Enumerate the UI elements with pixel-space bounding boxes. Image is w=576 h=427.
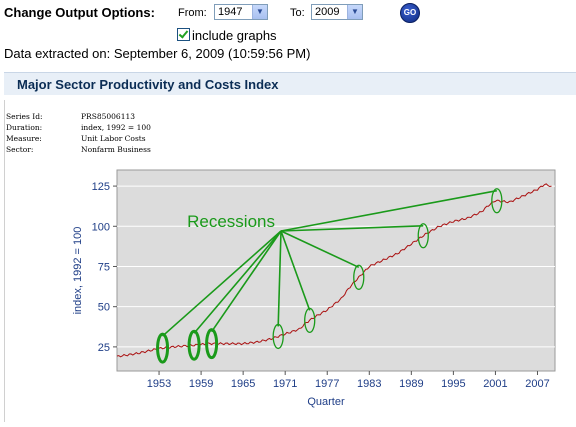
x-tick-label: 1989 <box>399 378 423 390</box>
x-tick-label: 1965 <box>231 378 255 390</box>
series-info-row: Series Id: PRS85006113 <box>6 111 151 122</box>
y-tick-label: 50 <box>98 302 110 314</box>
x-tick-label: 2007 <box>525 378 549 390</box>
recession-pointer-line <box>210 230 282 333</box>
x-tick-label: 1959 <box>189 378 213 390</box>
y-tick-label: 125 <box>92 181 110 193</box>
options-bar: Change Output Options: From: 1947 ▼ To: … <box>0 0 576 30</box>
recession-marker <box>272 323 284 350</box>
y-tick-label: 25 <box>98 342 110 354</box>
include-graphs-label[interactable]: include graphs <box>192 28 277 43</box>
chevron-down-icon[interactable]: ▼ <box>252 5 267 19</box>
recession-marker <box>187 329 201 361</box>
y-tick-label: 100 <box>92 221 110 233</box>
series-info-key: Series Id: <box>6 112 43 121</box>
to-year-value: 2009 <box>315 6 340 18</box>
recession-marker <box>205 328 219 360</box>
recession-pointer-line <box>162 230 282 337</box>
recession-pointer-line <box>280 189 497 232</box>
y-axis-label: index, 1992 = 100 <box>72 227 84 315</box>
series-info-value: index, 1992 = 100 <box>81 123 151 132</box>
series-info-key: Measure: <box>6 134 42 143</box>
y-tick-label: 75 <box>98 261 110 273</box>
x-tick-label: 1977 <box>315 378 339 390</box>
series-info-key: Sector: <box>6 145 34 154</box>
go-button[interactable]: GO <box>400 3 420 23</box>
chart-svg: 25 50 75 100 125 1953 1959 1965 1971 1977 1983 1989… <box>72 169 556 408</box>
recession-pointer-line <box>280 230 360 269</box>
to-label: To: <box>290 7 305 19</box>
recessions-label: Recessions <box>187 212 275 231</box>
series-info-row: Sector: Nonfarm Business <box>6 144 151 155</box>
series-info-key: Duration: <box>6 123 43 132</box>
section-title: Major Sector Productivity and Costs Inde… <box>17 77 279 92</box>
series-info-row: Measure: Unit Labor Costs <box>6 133 151 144</box>
recession-marker <box>156 332 170 364</box>
options-title: Change Output Options: <box>4 5 155 20</box>
plot-area <box>116 169 556 372</box>
from-label: From: <box>178 7 207 19</box>
recession-pointer-line <box>280 224 424 232</box>
series-info: Series Id: PRS85006113 Duration: index, 19… <box>6 111 151 155</box>
recession-pointer-line <box>193 230 282 334</box>
recession-pointer-line <box>277 230 282 327</box>
section-header: Major Sector Productivity and Costs Inde… <box>4 72 576 95</box>
series-info-value: Nonfarm Business <box>81 145 151 154</box>
include-graphs-row: include graphs <box>177 28 277 43</box>
recession-marker <box>491 188 503 214</box>
recession-marker <box>417 223 429 249</box>
chevron-down-icon[interactable]: ▼ <box>347 5 362 19</box>
chart-panel: 25 50 75 100 125 1953 1959 1965 1971 1977 1983 1989… <box>4 100 576 422</box>
recession-pointer-line <box>280 230 311 311</box>
include-graphs-checkbox[interactable] <box>177 28 190 41</box>
x-tick-label: 1971 <box>273 378 297 390</box>
x-tick-label: 1995 <box>441 378 465 390</box>
series-info-value: Unit Labor Costs <box>81 134 146 143</box>
x-axis-label: Quarter <box>307 396 345 408</box>
to-year-select[interactable]: 2009 ▼ <box>311 4 363 20</box>
series-info-row: Duration: index, 1992 = 100 <box>6 122 151 133</box>
x-tick-label: 2001 <box>483 378 507 390</box>
from-year-select[interactable]: 1947 ▼ <box>214 4 268 20</box>
from-year-value: 1947 <box>218 6 243 18</box>
data-extracted-text: Data extracted on: September 6, 2009 (10… <box>4 46 311 61</box>
recession-marker <box>353 264 365 290</box>
series-info-value: PRS85006113 <box>81 112 136 121</box>
x-tick-label: 1983 <box>357 378 381 390</box>
x-tick-label: 1953 <box>147 378 171 390</box>
recession-marker <box>304 307 316 333</box>
